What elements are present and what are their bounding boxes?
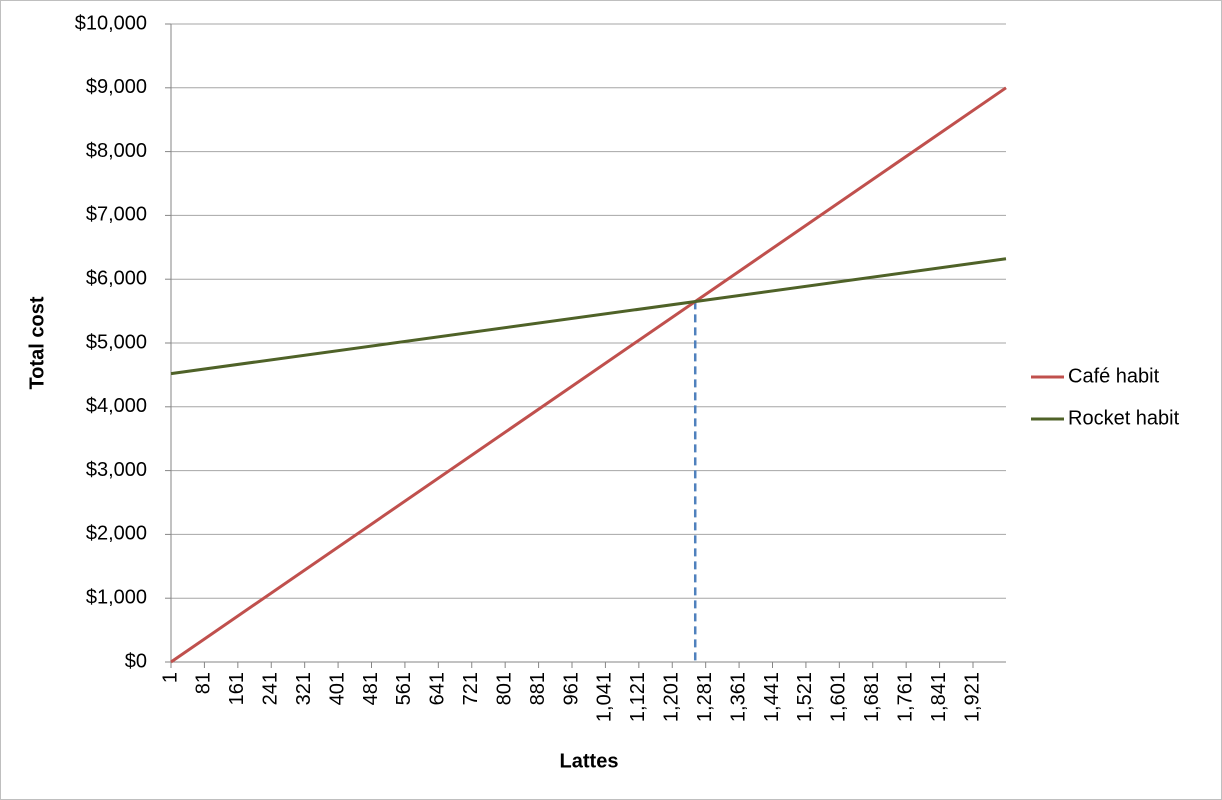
x-tick-label: 401 [326, 672, 348, 705]
x-tick-label: 1,601 [828, 672, 850, 722]
x-tick-label: 1,121 [627, 672, 649, 722]
y-tick-label: $2,000 [86, 523, 147, 545]
x-tick-label: 161 [226, 672, 248, 705]
x-tick-label: 1,761 [894, 672, 916, 722]
x-tick-label: 721 [460, 672, 482, 705]
x-tick-label: 1,201 [661, 672, 683, 722]
x-tick-label: 1,521 [794, 672, 816, 722]
x-tick-label: 1 [159, 672, 181, 683]
x-tick-label: 1,281 [694, 672, 716, 722]
y-tick-label: $3,000 [86, 459, 147, 481]
x-tick-label: 1,441 [761, 672, 783, 722]
x-tick-label: 1,681 [861, 672, 883, 722]
x-tick-label: 1,841 [928, 672, 950, 722]
x-tick-label: 1,041 [594, 672, 616, 722]
y-tick-label: $5,000 [86, 331, 147, 353]
y-tick-label: $6,000 [86, 267, 147, 289]
y-axis-title: Total cost [26, 296, 48, 389]
legend-label: Rocket habit [1068, 407, 1180, 429]
y-tick-label: $9,000 [86, 76, 147, 98]
x-tick-label: 481 [360, 672, 382, 705]
x-tick-label: 961 [560, 672, 582, 705]
x-tick-label: 881 [527, 672, 549, 705]
x-tick-label: 1,921 [961, 672, 983, 722]
legend-label: Café habit [1068, 365, 1160, 387]
y-tick-label: $10,000 [75, 12, 147, 34]
line-series [170, 257, 1007, 376]
y-tick-label: $8,000 [86, 140, 147, 162]
y-tick-label: $0 [125, 650, 147, 672]
x-axis-title: Lattes [560, 750, 619, 772]
x-tick-label: 561 [393, 672, 415, 705]
y-tick-label: $1,000 [86, 586, 147, 608]
x-tick-label: 1,361 [727, 672, 749, 722]
y-tick-label: $4,000 [86, 395, 147, 417]
x-tick-label: 241 [260, 672, 282, 705]
x-tick-label: 321 [293, 672, 315, 705]
x-tick-label: 801 [493, 672, 515, 705]
y-tick-label: $7,000 [86, 204, 147, 226]
line-series [170, 86, 1007, 664]
x-tick-label: 641 [427, 672, 449, 705]
x-tick-label: 81 [193, 672, 215, 694]
